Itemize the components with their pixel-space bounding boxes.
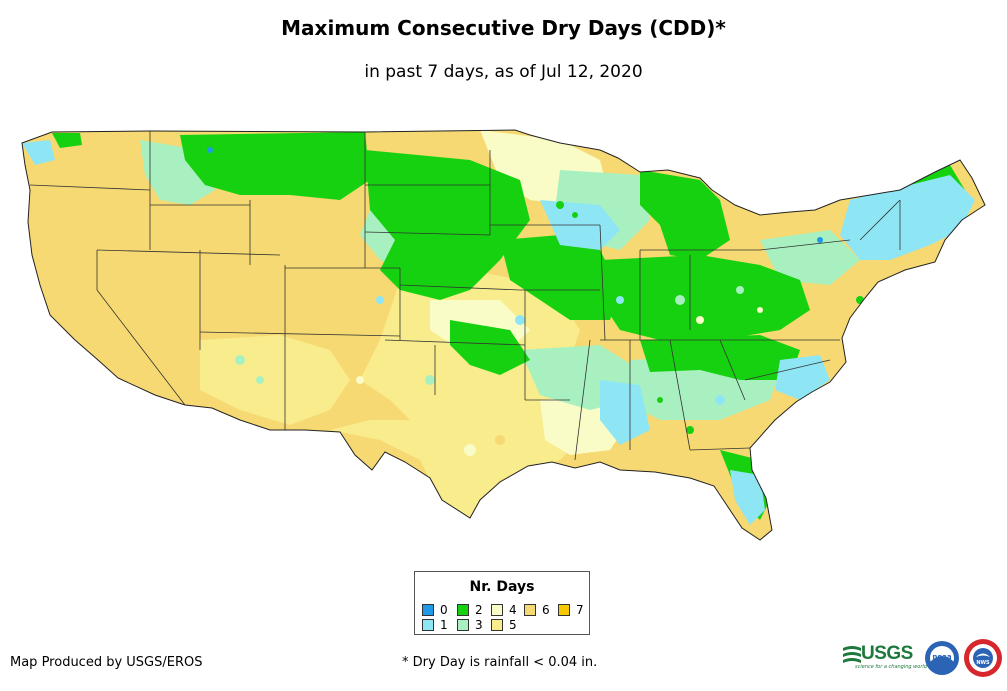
legend-item-5: 5 bbox=[491, 619, 517, 631]
region-1-day-gulf bbox=[600, 380, 650, 445]
legend-swatch-4 bbox=[491, 604, 503, 616]
credit-text: Map Produced by USGS/EROS bbox=[10, 655, 203, 670]
legend-item-4: 4 bbox=[491, 604, 517, 616]
map-title: Maximum Consecutive Dry Days (CDD)* bbox=[281, 16, 726, 40]
nws-logo-icon: NWS bbox=[964, 639, 1002, 677]
noaa-logo-icon: noaa bbox=[925, 641, 959, 675]
map-subtitle: in past 7 days, as of Jul 12, 2020 bbox=[364, 62, 643, 82]
region-2-days-northwest bbox=[52, 133, 82, 148]
region-2-days-southeast bbox=[640, 335, 800, 380]
legend-title: Nr. Days bbox=[469, 579, 535, 595]
region-1-day-carolinas bbox=[775, 355, 830, 400]
region-3-days-northeast bbox=[760, 230, 860, 285]
texture-speckles bbox=[207, 147, 864, 456]
legend-item-1: 1 bbox=[422, 619, 448, 631]
usgs-wave-icon bbox=[843, 646, 861, 663]
nws-logo-text: NWS bbox=[976, 660, 990, 666]
region-2-days-north-plains bbox=[365, 150, 530, 300]
legend-swatch-2 bbox=[457, 604, 469, 616]
region-2-days-ohio-valley bbox=[600, 255, 810, 340]
region-2-days-oklahoma bbox=[450, 320, 530, 375]
legend-swatch-5 bbox=[491, 619, 503, 631]
legend-swatch-1 bbox=[422, 619, 434, 631]
noaa-logo-text: noaa bbox=[932, 653, 952, 661]
usgs-logo-tagline: science for a changing world bbox=[855, 664, 927, 670]
legend-item-0: 0 bbox=[422, 604, 448, 616]
region-2-days-michigan bbox=[640, 170, 730, 260]
region-2-days-montana bbox=[180, 132, 370, 200]
legend-swatch-7 bbox=[558, 604, 570, 616]
state-boundaries bbox=[21, 129, 986, 541]
region-1-day-florida bbox=[730, 470, 765, 525]
legend-item-2: 2 bbox=[457, 604, 483, 616]
dry-day-footnote: * Dry Day is rainfall < 0.04 in. bbox=[402, 655, 598, 670]
region-1-day-washington bbox=[22, 140, 55, 165]
usgs-logo-text: USGS bbox=[861, 643, 913, 664]
legend-item-7: 7 bbox=[558, 604, 584, 616]
usgs-logo: USGS science for a changing world bbox=[843, 641, 927, 671]
legend: Nr. Days 0 1 2 3 4 5 6 7 bbox=[414, 571, 590, 635]
legend-item-6: 6 bbox=[524, 604, 550, 616]
region-1-day-northeast bbox=[840, 175, 975, 260]
legend-swatch-0 bbox=[422, 604, 434, 616]
legend-item-3: 3 bbox=[457, 619, 483, 631]
legend-swatch-6 bbox=[524, 604, 536, 616]
legend-swatch-3 bbox=[457, 619, 469, 631]
region-2-days-central bbox=[500, 235, 620, 320]
